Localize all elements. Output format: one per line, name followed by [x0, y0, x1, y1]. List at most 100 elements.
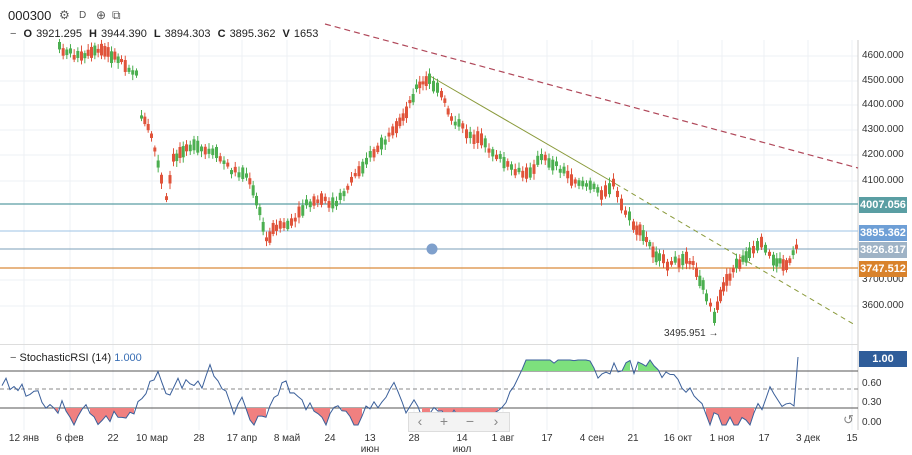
rsi-current-value: 1.000	[114, 352, 142, 364]
candle	[181, 141, 185, 163]
time-axis-label: 4 сен	[579, 433, 605, 444]
zoom-out-button[interactable]: −	[465, 413, 475, 429]
candle	[241, 165, 245, 182]
candle	[353, 168, 357, 179]
candle	[620, 194, 623, 214]
candle	[472, 129, 476, 149]
candle	[251, 180, 255, 198]
candle	[211, 145, 215, 159]
candle	[624, 206, 627, 218]
time-axis-label: 10 мар	[136, 433, 168, 444]
candle	[778, 252, 782, 268]
candle	[308, 198, 312, 212]
time-axis-label: 21	[627, 433, 639, 444]
candle	[795, 238, 798, 254]
candle	[405, 101, 408, 123]
candle	[791, 246, 795, 260]
volume-value: 1653	[293, 28, 319, 40]
candle	[651, 242, 655, 264]
candle	[368, 145, 372, 162]
candle	[421, 76, 425, 91]
indicator-icon[interactable]: ⊕	[96, 8, 107, 22]
candle	[738, 254, 742, 272]
candle	[513, 163, 517, 179]
candle	[673, 251, 677, 265]
candle	[103, 42, 107, 60]
candle	[662, 249, 665, 269]
candle	[558, 165, 562, 179]
candle	[635, 221, 639, 241]
time-axis-label: 14 июл	[452, 433, 472, 455]
top-toolbar: 000300 ⚙ D ⊕ ⧉	[0, 0, 912, 28]
candle	[528, 162, 532, 181]
candle	[658, 249, 661, 267]
candle	[443, 95, 447, 107]
close-value: 3895.362	[229, 28, 276, 40]
time-axis-label: 12 янв	[8, 433, 40, 444]
time-axis-label: 28	[193, 433, 205, 444]
rsi-title: StochasticRSI (14)	[19, 352, 112, 364]
candle	[632, 218, 635, 233]
candle	[286, 218, 290, 232]
candle	[691, 255, 695, 271]
candle	[113, 48, 117, 63]
gear-icon[interactable]: ⚙	[59, 8, 70, 22]
candle	[461, 120, 465, 134]
candle	[297, 201, 301, 224]
candle	[156, 154, 160, 173]
time-axis-label: 17 апр	[226, 433, 258, 444]
candle	[551, 156, 555, 175]
candle	[69, 44, 72, 58]
candle	[245, 167, 248, 181]
zoom-in-button[interactable]: +	[439, 413, 449, 429]
scroll-right-button[interactable]: ›	[493, 413, 499, 429]
high-value: 3944.390	[100, 28, 147, 40]
candle	[278, 218, 282, 233]
rsi-axis-000: 0.00	[862, 417, 882, 428]
candle	[457, 113, 461, 131]
symbol-label[interactable]: 000300	[8, 8, 52, 23]
pane-separator[interactable]	[0, 344, 858, 349]
price-tag-level-1: 4007.056	[859, 197, 907, 213]
candle	[93, 42, 97, 60]
candle	[566, 165, 570, 184]
candle	[596, 184, 600, 197]
candle	[215, 144, 218, 162]
candle	[436, 78, 439, 97]
price-axis-label: 4200.000	[862, 149, 904, 160]
candle	[573, 177, 577, 188]
candle	[468, 126, 472, 144]
trend-line-olive	[429, 75, 617, 185]
candle	[116, 53, 120, 69]
candle	[86, 44, 90, 59]
candle	[677, 254, 681, 273]
candle	[716, 296, 719, 313]
candle	[160, 172, 163, 190]
candle	[61, 43, 65, 60]
candle	[432, 76, 435, 94]
collapse-icon[interactable]: −	[10, 28, 17, 40]
interval-selector[interactable]: D	[79, 10, 87, 21]
time-axis-label: 1 ноя	[709, 433, 735, 444]
candle	[76, 47, 80, 63]
candle	[510, 161, 513, 176]
collapse-rsi-icon[interactable]: −	[10, 352, 17, 364]
candle	[540, 148, 543, 165]
candle	[320, 191, 323, 208]
price-tag-level-3: 3747.512	[859, 261, 907, 277]
candle	[96, 44, 100, 58]
scroll-left-button[interactable]: ‹	[417, 413, 423, 429]
candle	[275, 219, 278, 236]
candle	[775, 253, 779, 273]
candle	[735, 253, 738, 273]
compare-icon[interactable]: ⧉	[112, 8, 121, 22]
candle	[383, 135, 387, 150]
time-axis-label: 24	[324, 433, 336, 444]
candle	[203, 144, 207, 160]
candle	[153, 145, 157, 157]
time-axis-label: 28	[408, 433, 420, 444]
candle	[237, 166, 241, 181]
candle	[261, 217, 265, 236]
reset-icon[interactable]: ↺	[843, 412, 854, 427]
